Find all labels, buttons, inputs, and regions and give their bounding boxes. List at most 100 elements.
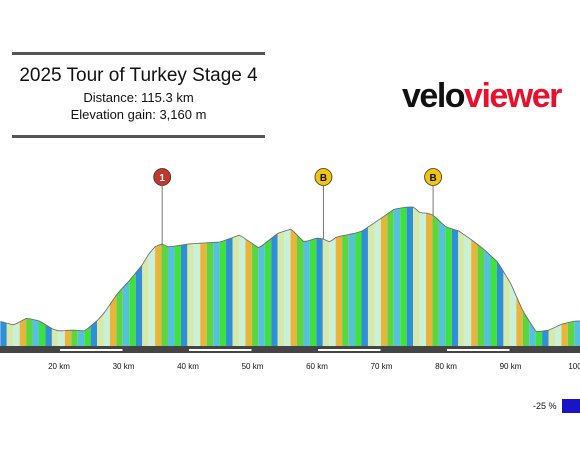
profile-segment xyxy=(567,321,575,346)
veloviewer-logo: veloviewer xyxy=(402,77,562,115)
profile-segment xyxy=(361,227,368,346)
profile-segment xyxy=(0,321,7,346)
profile-segment xyxy=(219,239,227,346)
profile-segment xyxy=(32,319,40,346)
axis-band-segment xyxy=(189,349,252,351)
marker-label: 1 xyxy=(159,173,165,184)
profile-segment xyxy=(90,320,98,346)
profile-segment xyxy=(335,235,343,346)
profile-segment xyxy=(109,294,117,346)
profile-segment xyxy=(174,245,181,346)
profile-segment xyxy=(116,287,123,346)
profile-segment xyxy=(348,233,356,346)
profile-segment xyxy=(458,230,465,346)
x-tick-label: 40 km xyxy=(177,362,199,371)
profile-segment xyxy=(290,229,298,346)
profile-segment xyxy=(574,321,580,346)
legend-gradient-swatch xyxy=(562,399,580,413)
x-tick-label: 60 km xyxy=(306,362,328,371)
profile-segment xyxy=(400,207,407,346)
profile-segment xyxy=(245,238,252,346)
x-tick-label: 100 xyxy=(568,362,580,371)
profile-segment xyxy=(129,272,136,346)
profile-segment xyxy=(535,331,543,346)
profile-segment xyxy=(496,261,504,346)
legend-gradient-label: -25 % xyxy=(533,401,557,411)
distance-axis-band xyxy=(0,346,580,353)
profile-segment xyxy=(297,234,304,346)
profile-segment xyxy=(284,229,291,346)
stage-title: 2025 Tour of Turkey Stage 4 xyxy=(19,65,258,86)
profile-segment xyxy=(264,238,272,346)
profile-segment xyxy=(238,235,246,346)
marker-label: B xyxy=(429,173,436,184)
profile-segment xyxy=(271,233,278,346)
profile-segment xyxy=(451,228,459,346)
profile-segment xyxy=(484,249,491,346)
profile-segment xyxy=(522,310,530,346)
profile-segment xyxy=(77,330,85,346)
profile-segment xyxy=(39,320,46,346)
profile-segment xyxy=(51,328,59,346)
axis-band-segment xyxy=(60,349,123,351)
profile-segment xyxy=(542,330,549,346)
profile-strips xyxy=(0,207,580,346)
profile-segment xyxy=(509,281,517,346)
profile-segment xyxy=(367,222,375,346)
stage-distance: Distance: 115.3 km xyxy=(83,90,194,105)
profile-segment xyxy=(380,213,388,346)
profile-segment xyxy=(168,246,175,346)
profile-segment xyxy=(187,243,194,346)
profile-segment xyxy=(445,226,452,346)
stage-elevation-gain: Elevation gain: 3,160 m xyxy=(70,107,207,122)
profile-segment xyxy=(322,238,330,346)
profile-segment xyxy=(561,322,568,346)
x-tick-label: 50 km xyxy=(242,362,264,371)
profile-segment xyxy=(555,324,562,346)
profile-segment xyxy=(193,243,201,346)
profile-segment xyxy=(413,207,420,346)
profile-segment xyxy=(516,296,523,346)
profile-segment xyxy=(277,231,285,346)
profile-segment xyxy=(213,242,220,346)
profile-segment xyxy=(490,255,497,346)
header-top-rule xyxy=(12,52,265,55)
x-tick-label: 30 km xyxy=(113,362,135,371)
profile-segment xyxy=(200,242,207,346)
profile-segment xyxy=(374,218,381,346)
profile-segment xyxy=(503,271,510,346)
x-tick-label: 70 km xyxy=(371,362,393,371)
profile-segment xyxy=(135,264,143,346)
profile-segment xyxy=(316,238,323,346)
profile-segment xyxy=(45,324,52,346)
profile-segment xyxy=(71,330,78,346)
profile-segment xyxy=(161,244,169,346)
profile-segment xyxy=(355,231,362,346)
profile-segment xyxy=(206,242,214,346)
profile-segment xyxy=(226,237,233,346)
axis-band-segment xyxy=(447,349,510,351)
profile-segment xyxy=(122,280,130,346)
marker-badge xyxy=(424,168,443,186)
profile-segment xyxy=(529,321,536,346)
profile-outline xyxy=(0,206,580,333)
profile-segment xyxy=(155,244,162,346)
profile-segment xyxy=(342,234,349,346)
axis-band-segment xyxy=(318,349,381,351)
profile-segment xyxy=(393,208,401,346)
profile-segment xyxy=(64,330,72,346)
profile-segment xyxy=(232,235,239,346)
header-bottom-rule xyxy=(12,135,265,138)
profile-segment xyxy=(309,238,317,346)
profile-segment xyxy=(387,209,394,346)
stage-header: 2025 Tour of Turkey Stage 4 Distance: 11… xyxy=(12,52,265,138)
profile-segment xyxy=(103,304,110,346)
marker-label: B xyxy=(320,173,327,184)
profile-segment xyxy=(180,244,188,346)
profile-segment xyxy=(406,207,414,346)
profile-segment xyxy=(251,243,259,346)
profile-segment xyxy=(432,214,439,346)
profile-segment xyxy=(548,327,556,346)
profile-segment xyxy=(97,313,104,346)
